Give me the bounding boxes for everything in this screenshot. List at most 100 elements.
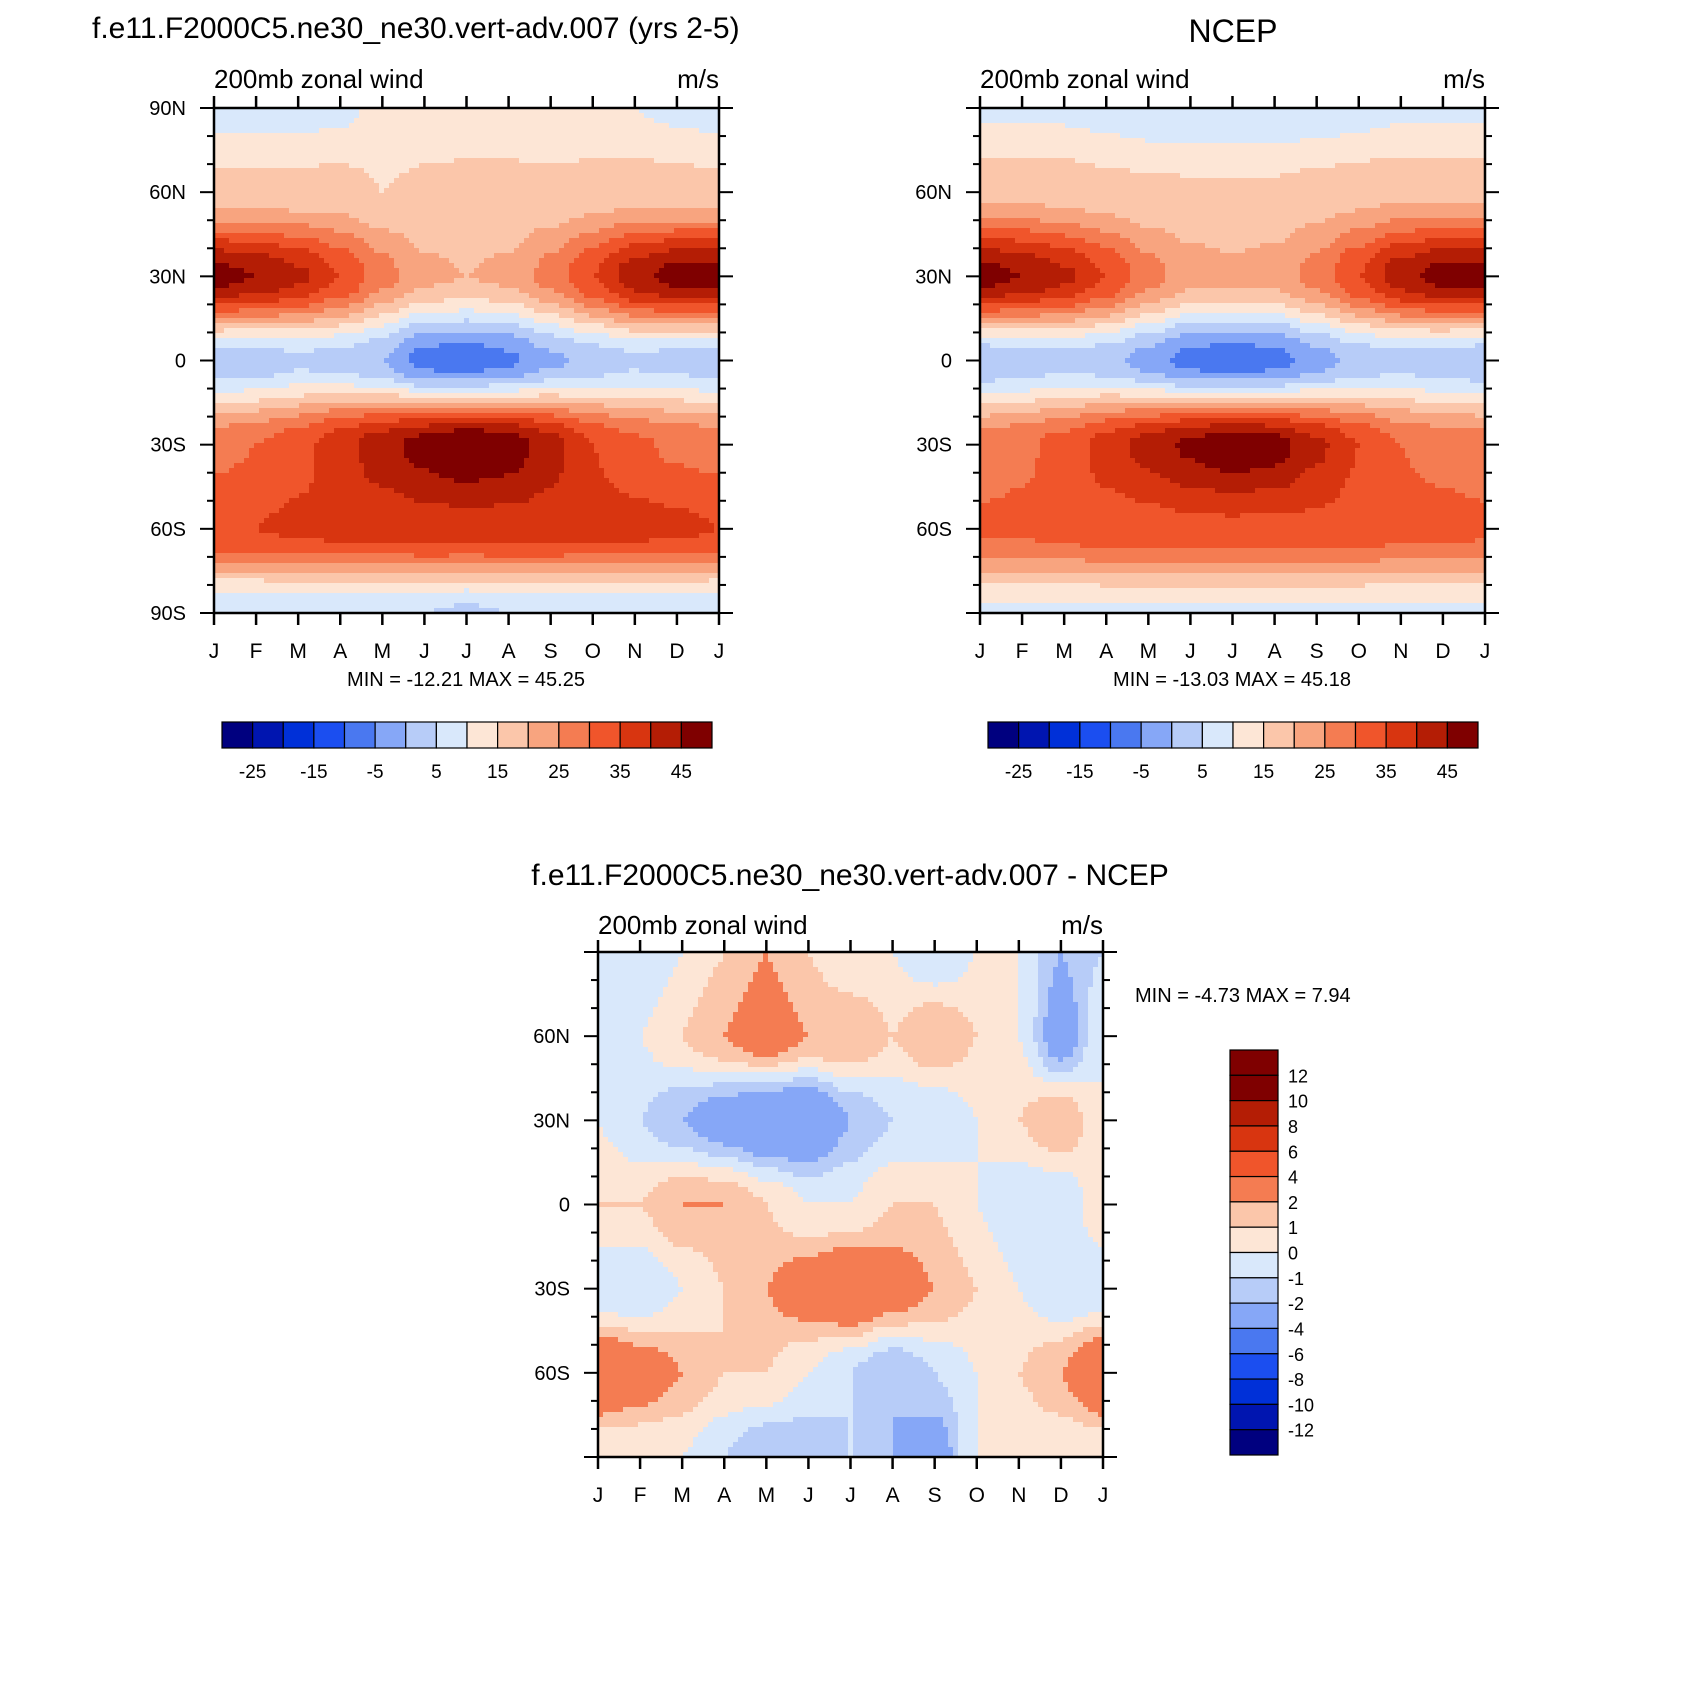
contour-cell — [294, 243, 300, 249]
contour-cell — [684, 208, 690, 214]
contour-cell — [639, 328, 645, 334]
contour-cell — [494, 193, 500, 199]
contour-cell — [349, 233, 355, 239]
contour-cell — [579, 113, 585, 119]
contour-cell — [619, 173, 625, 179]
contour-cell — [399, 293, 405, 299]
contour-cell — [584, 128, 590, 134]
contour-cell — [484, 228, 490, 234]
contour-cell — [624, 278, 630, 284]
contour-cell — [344, 123, 350, 129]
contour-cell — [534, 268, 540, 274]
contour-cell — [649, 203, 655, 209]
contour-cell — [714, 348, 719, 354]
contour-cell — [699, 233, 705, 239]
contour-cell — [434, 338, 440, 344]
contour-cell — [569, 123, 575, 129]
contour-cell — [459, 168, 465, 174]
contour-cell — [599, 193, 605, 199]
contour-cell — [584, 233, 590, 239]
contour-cell — [384, 268, 390, 274]
contour-cell — [459, 293, 465, 299]
contour-cell — [414, 218, 420, 224]
contour-cell — [629, 133, 635, 139]
contour-cell — [519, 273, 525, 279]
contour-cell — [584, 288, 590, 294]
contour-cell — [354, 133, 360, 139]
contour-cell — [419, 213, 425, 219]
contour-cell — [554, 263, 560, 269]
contour-cell — [309, 273, 315, 279]
contour-cell — [344, 263, 350, 269]
contour-cell — [429, 308, 435, 314]
contour-cell — [344, 148, 350, 154]
contour-cell — [444, 278, 450, 284]
contour-cell — [589, 343, 595, 349]
contour-cell — [524, 143, 530, 149]
contour-cell — [599, 178, 605, 184]
contour-cell — [549, 223, 555, 229]
contour-cell — [539, 193, 545, 199]
contour-cell — [474, 188, 480, 194]
contour-cell — [469, 318, 475, 324]
contour-cell — [684, 253, 690, 259]
contour-cell — [689, 303, 695, 309]
contour-cell — [344, 153, 350, 159]
contour-cell — [684, 238, 690, 244]
contour-cell — [629, 338, 635, 344]
contour-cell — [499, 138, 505, 144]
contour-cell — [589, 238, 595, 244]
contour-cell — [504, 323, 510, 329]
contour-cell — [464, 258, 470, 264]
contour-cell — [529, 258, 535, 264]
contour-cell — [479, 143, 485, 149]
contour-cell — [344, 218, 350, 224]
contour-cell — [499, 283, 505, 289]
contour-cell — [704, 303, 710, 309]
contour-cell — [549, 303, 555, 309]
contour-cell — [609, 183, 615, 189]
contour-cell — [219, 213, 225, 219]
contour-cell — [684, 148, 690, 154]
contour-cell — [574, 263, 580, 269]
contour-cell — [594, 148, 600, 154]
contour-cell — [374, 163, 380, 169]
contour-cell — [404, 203, 410, 209]
contour-cell — [294, 248, 300, 254]
contour-cell — [214, 108, 220, 114]
contour-cell — [534, 308, 540, 314]
contour-cell — [324, 328, 330, 334]
contour-cell — [554, 123, 560, 129]
contour-cell — [289, 108, 295, 114]
contour-cell — [239, 313, 245, 319]
contour-cell — [654, 308, 660, 314]
contour-cell — [619, 248, 625, 254]
contour-cell — [354, 353, 360, 359]
contour-cell — [479, 188, 485, 194]
contour-cell — [249, 323, 255, 329]
contour-cell — [304, 173, 310, 179]
contour-cell — [229, 248, 235, 254]
contour-cell — [289, 193, 295, 199]
contour-cell — [374, 153, 380, 159]
contour-cell — [264, 198, 270, 204]
contour-cell — [289, 233, 295, 239]
contour-cell — [454, 343, 460, 349]
contour-cell — [594, 238, 600, 244]
contour-cell — [299, 158, 305, 164]
contour-cell — [414, 263, 420, 269]
contour-cell — [474, 138, 480, 144]
contour-cell — [389, 288, 395, 294]
contour-cell — [469, 323, 475, 329]
contour-cell — [224, 158, 230, 164]
contour-cell — [229, 133, 235, 139]
contour-cell — [484, 123, 490, 129]
contour-cell — [339, 238, 345, 244]
contour-cell — [294, 313, 300, 319]
contour-cell — [299, 108, 305, 114]
contour-cell — [634, 183, 640, 189]
contour-cell — [654, 203, 660, 209]
contour-cell — [604, 213, 610, 219]
contour-cell — [694, 278, 700, 284]
contour-cell — [644, 333, 650, 339]
